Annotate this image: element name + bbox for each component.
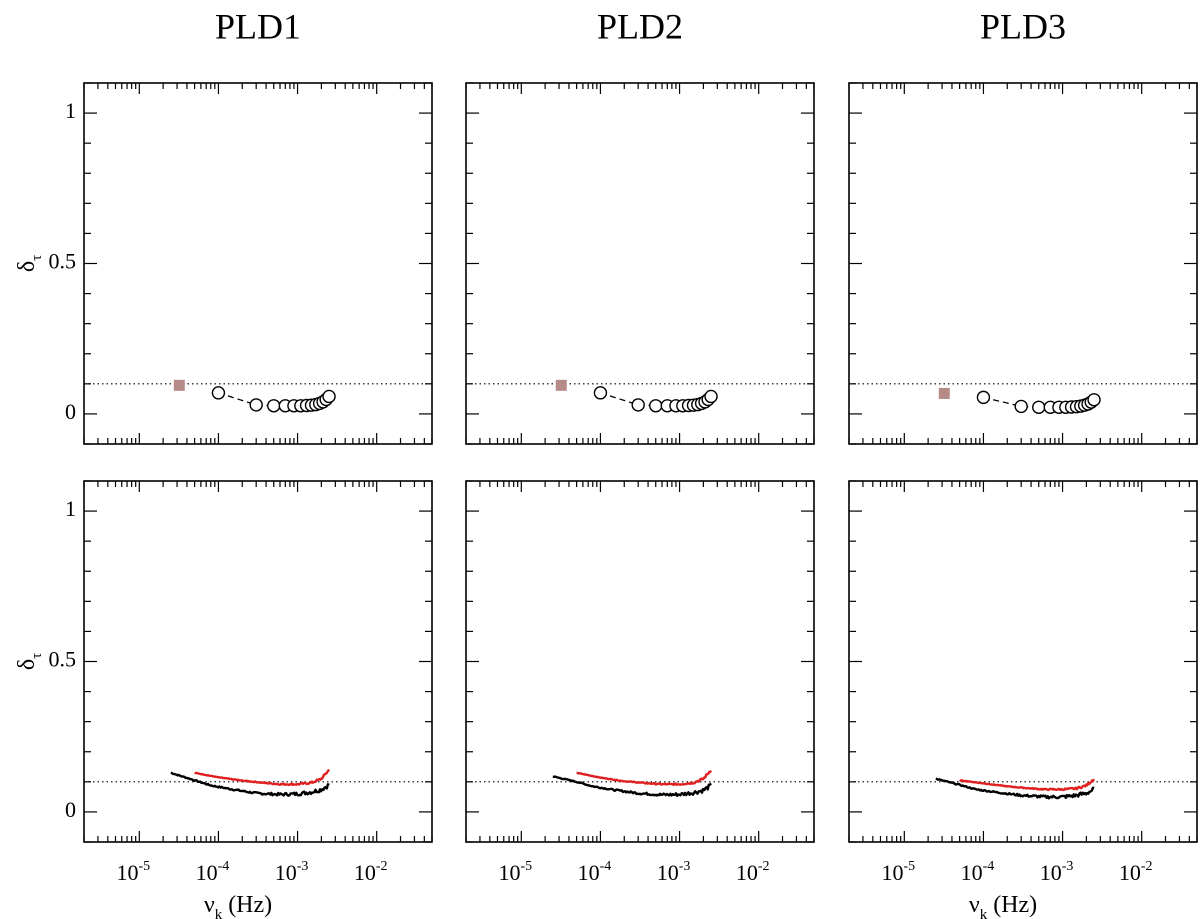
- y-tick-label: 1: [65, 496, 76, 521]
- plot-frame: [83, 480, 433, 843]
- square-marker: [555, 379, 567, 391]
- circle-marker: [1014, 399, 1028, 414]
- panel-title: PLD1: [215, 6, 301, 46]
- y-axis-label: δτ: [14, 255, 45, 272]
- panel-top-right: PLD3: [848, 6, 1198, 445]
- x-tick-label: 10-3: [657, 859, 691, 885]
- x-tick-label: 10-5: [116, 859, 150, 885]
- panel-bottom-left: 0 0.5 1 10-5 10-4 10-3 10-2 δτ νk (Hz): [14, 480, 433, 919]
- y-tick-marks: [849, 480, 1197, 843]
- x-tick-label: 10-5: [881, 859, 915, 885]
- x-axis-label: νk (Hz): [204, 892, 272, 919]
- circle-marker: [249, 398, 263, 412]
- circle-marker: [1032, 400, 1046, 414]
- y-tick-marks: [466, 82, 814, 445]
- plot-frame: [83, 82, 433, 445]
- series-line-red: [194, 768, 331, 787]
- x-tick-marks: [465, 481, 815, 842]
- y-tick-label: 1: [65, 98, 76, 123]
- y-tick-marks: [84, 480, 432, 843]
- y-tick-label: 0: [65, 399, 76, 424]
- circle-marker: [704, 389, 718, 404]
- panel-title: PLD3: [980, 6, 1066, 46]
- x-tick-label: 10-5: [498, 859, 532, 885]
- panel-top-left: PLD1 0 0.5 1 δτ: [14, 6, 433, 445]
- circle-marker: [649, 399, 663, 413]
- circle-marker: [211, 386, 226, 400]
- y-tick-marks: [466, 480, 814, 843]
- y-axis-label: δτ: [14, 653, 45, 670]
- x-tick-marks: [848, 83, 1198, 444]
- square-marker: [173, 379, 185, 391]
- panel-title: PLD2: [597, 6, 683, 46]
- x-tick-marks: [848, 481, 1198, 842]
- x-tick-marks: [83, 481, 433, 842]
- panel-bottom-right: 10-5 10-4 10-3 10-2 νk (Hz): [848, 480, 1198, 919]
- series-line-red: [576, 769, 713, 787]
- x-tick-marks: [465, 83, 815, 444]
- y-tick-marks: [84, 82, 432, 445]
- plot-frame: [465, 82, 815, 445]
- y-tick-marks: [849, 82, 1197, 445]
- plot-frame: [848, 82, 1198, 445]
- series-line-black: [552, 775, 712, 797]
- x-tick-label: 10-2: [354, 859, 388, 885]
- series-line-black: [935, 777, 1095, 800]
- x-tick-label: 10-2: [736, 859, 770, 885]
- circle-marker: [322, 389, 336, 404]
- series-line-red: [958, 778, 1096, 792]
- circle-marker: [1087, 393, 1101, 407]
- x-tick-label: 10-3: [1040, 859, 1074, 885]
- y-tick-label: 0: [65, 797, 76, 822]
- circle-marker: [631, 398, 645, 412]
- panel-top-middle: PLD2: [465, 6, 815, 445]
- x-tick-label: 10-4: [961, 859, 995, 885]
- panel-bottom-middle: 10-5 10-4 10-3 10-2: [465, 480, 815, 885]
- series-line-black: [170, 771, 330, 797]
- circle-marker: [976, 390, 991, 405]
- circle-marker: [593, 386, 608, 400]
- circle-marker: [267, 399, 281, 413]
- y-tick-label: 0.5: [49, 647, 77, 672]
- square-marker: [938, 387, 950, 399]
- y-tick-label: 0.5: [49, 249, 77, 274]
- x-tick-label: 10-2: [1119, 859, 1153, 885]
- plot-frame: [465, 480, 815, 843]
- x-tick-label: 10-4: [196, 859, 230, 885]
- x-tick-marks: [83, 83, 433, 444]
- x-tick-label: 10-4: [578, 859, 612, 885]
- x-tick-label: 10-3: [275, 859, 309, 885]
- x-axis-label: νk (Hz): [969, 892, 1037, 919]
